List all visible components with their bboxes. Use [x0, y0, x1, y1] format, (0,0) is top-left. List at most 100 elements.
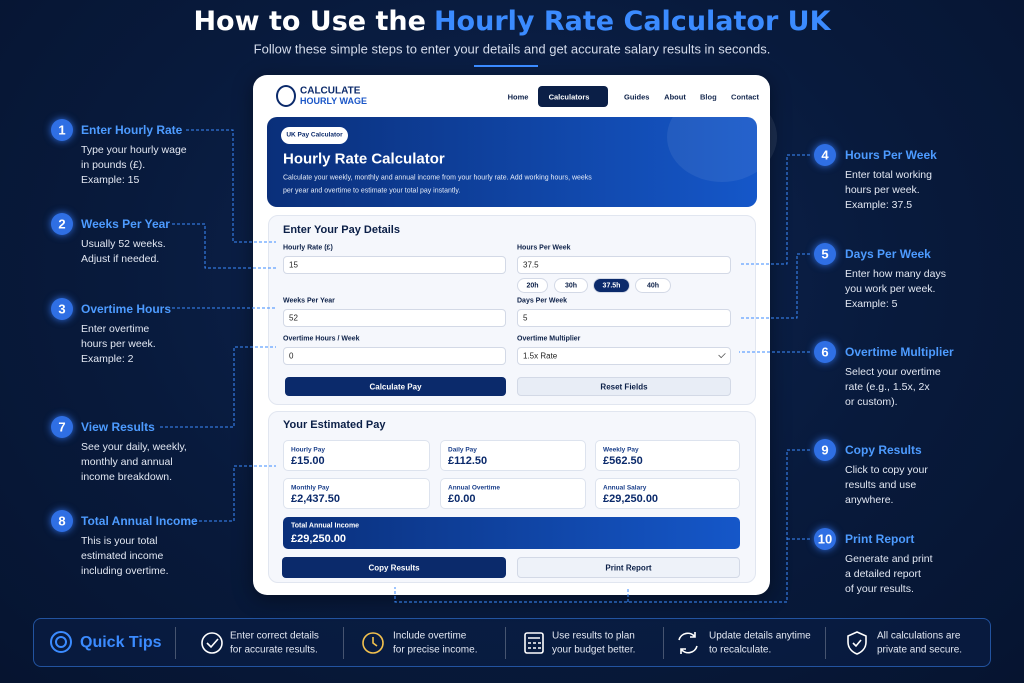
hero-description: Calculate your weekly, monthly and annua… [283, 174, 592, 182]
step-title: View Results [81, 420, 155, 434]
step-badge [51, 298, 73, 320]
input-field[interactable] [283, 347, 506, 365]
step-title: Copy Results [845, 443, 922, 457]
logo-text: CALCULATE [300, 85, 361, 97]
field-label: Days Per Week [517, 297, 568, 305]
title: How to Use the Hourly Rate Calculator UK [0, 6, 1024, 37]
reset-button[interactable] [517, 377, 731, 396]
step-text: in pounds (£). [81, 159, 146, 171]
step-text: Adjust if needed. [81, 253, 160, 265]
input-field[interactable] [283, 256, 506, 274]
subtitle: Follow these simple steps to enter your … [253, 41, 771, 57]
step-badge [814, 439, 836, 461]
input-field[interactable] [283, 309, 506, 327]
nav-item[interactable]: Contact [731, 92, 759, 102]
step-badge [814, 144, 836, 166]
input-field[interactable] [517, 309, 731, 327]
nav-item[interactable]: Blog [700, 92, 717, 102]
step-text: monthly and annual [81, 456, 173, 468]
hour-button[interactable] [635, 278, 671, 293]
tip-text: private and secure. [877, 644, 963, 656]
nav-item[interactable]: Calculators [548, 92, 590, 102]
field-label: Overtime Multiplier [517, 335, 581, 343]
step-number: 1 [58, 122, 66, 138]
step-text: income breakdown. [81, 471, 173, 483]
step-number: 8 [58, 513, 66, 529]
copy-button-text: Copy Results [368, 563, 420, 573]
tips-separator [505, 627, 506, 659]
hero-title: Hourly Rate Calculator [283, 150, 445, 168]
tips-separator [663, 627, 664, 659]
calculate-button[interactable] [285, 377, 506, 396]
step-badge [51, 119, 73, 141]
result-label: Daily Pay [448, 446, 477, 454]
field-value: 37.5 [523, 260, 539, 270]
step-text: or custom). [845, 396, 898, 408]
hour-button[interactable] [554, 278, 588, 293]
step-badge [51, 510, 73, 532]
hour-button[interactable] [517, 278, 548, 293]
step-text: a detailed report [845, 568, 921, 580]
step-number: 5 [821, 246, 829, 262]
step-text: rate (e.g., 1.5x, 2x [845, 381, 930, 393]
reset-button-text: Reset Fields [600, 382, 648, 392]
hero-badge [281, 127, 348, 144]
step-number: 3 [58, 301, 66, 317]
step-title: Overtime Hours [81, 302, 172, 316]
result-label: Annual Salary [603, 484, 647, 492]
step-title: Weeks Per Year [81, 217, 170, 231]
tips-separator [825, 627, 826, 659]
results-title: Your Estimated Pay [283, 419, 386, 431]
tip-text: Update details anytime [709, 630, 811, 642]
hero-badge-text: UK Pay Calculator [286, 131, 343, 139]
result-value: £29,250.00 [603, 493, 659, 505]
field-label: Hourly Rate (£) [283, 244, 333, 252]
result-value: £112.50 [448, 455, 488, 467]
step-title: Enter Hourly Rate [81, 123, 183, 137]
field-label: Weeks Per Year [283, 297, 335, 305]
tips-title: Quick Tips [80, 634, 162, 651]
step-text: of your results. [845, 583, 914, 595]
result-value: £562.50 [603, 455, 643, 467]
input-field[interactable] [517, 256, 731, 274]
logo-text: HOURLY WAGE [300, 96, 368, 106]
tip-text: Use results to plan [552, 630, 635, 642]
tip-text: Enter correct details [230, 630, 319, 642]
hour-button-text: 30h [564, 282, 578, 290]
field-value: 0 [289, 351, 294, 361]
step-title: Print Report [845, 532, 915, 546]
step-text: Enter how many days [845, 268, 946, 280]
step-text: hours per week. [845, 184, 920, 196]
hero [267, 117, 757, 207]
nav-item[interactable]: About [664, 92, 686, 102]
step-text: Enter overtime [81, 323, 150, 335]
input-field[interactable] [517, 347, 731, 365]
hour-button-text: 40h [646, 282, 660, 290]
step-title: Hours Per Week [845, 148, 937, 162]
field-label: Overtime Hours / Week [283, 335, 360, 343]
tip-text: All calculations are [877, 630, 961, 642]
step-title: Total Annual Income [81, 514, 198, 528]
step-number: 9 [821, 442, 829, 458]
step-badge [51, 213, 73, 235]
title-part: Hourly Rate Calculator UK [433, 6, 831, 37]
step-badge [814, 341, 836, 363]
total-label: Total Annual Income [291, 522, 360, 530]
logo-icon [276, 85, 296, 107]
nav-item[interactable]: Guides [624, 92, 650, 102]
hero-description: per year and overtime to estimate your t… [283, 187, 461, 195]
step-text: Usually 52 weeks. [81, 238, 166, 250]
nav-active [538, 86, 608, 107]
step-number: 6 [821, 344, 829, 360]
step-text: Generate and print [845, 553, 933, 565]
field-value: 15 [289, 260, 298, 270]
step-number: 4 [821, 147, 829, 163]
hour-button[interactable] [593, 278, 630, 293]
step-number: 10 [817, 531, 833, 547]
field-value: 5 [523, 313, 528, 323]
tips-separator [175, 627, 176, 659]
tip-text: Include overtime [393, 630, 467, 642]
tip-text: for accurate results. [230, 644, 318, 656]
step-text: Example: 15 [81, 174, 140, 186]
nav-item[interactable]: Home [507, 92, 529, 102]
